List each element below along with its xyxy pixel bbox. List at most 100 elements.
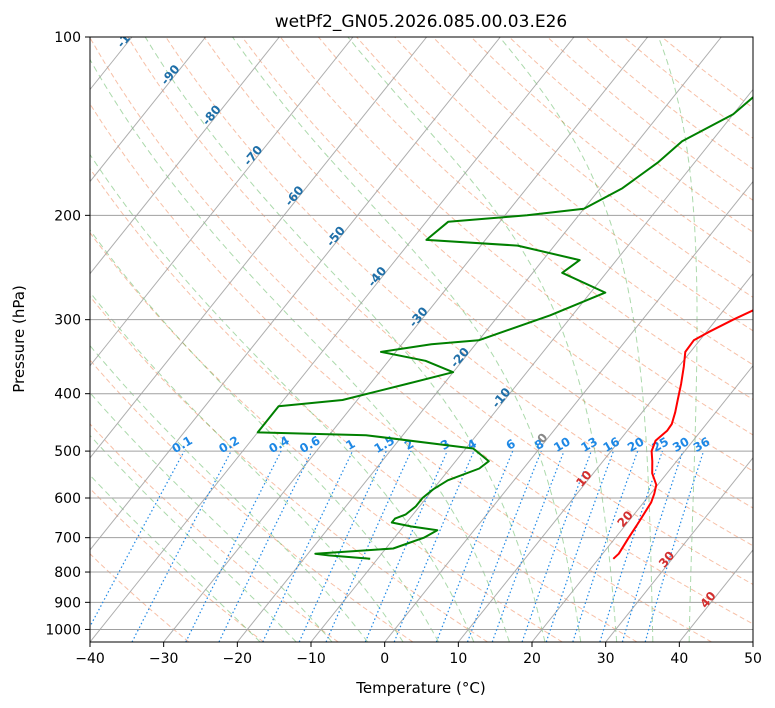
dry-adiabat-line — [90, 167, 638, 642]
mixing-ratio-label: 30 — [670, 434, 691, 454]
isotherm-label: -100 — [114, 18, 144, 50]
isotherm-line — [90, 37, 354, 367]
dry-adiabat-line — [470, 37, 753, 266]
y-tick-label: 700 — [54, 531, 81, 547]
y-tick-label: 1000 — [45, 622, 81, 638]
plot-frame — [89, 36, 754, 643]
mixing-ratio-label: 13 — [579, 434, 600, 454]
mixing-ratio-line — [325, 450, 412, 642]
dry-adiabat-line — [90, 103, 712, 642]
moist-adiabat-line — [90, 291, 404, 642]
isotherm-line — [90, 37, 501, 551]
isotherm-line — [163, 37, 649, 642]
moist-adiabat-line — [499, 37, 654, 642]
isotherm-line — [605, 457, 753, 642]
mixing-ratio-line — [545, 450, 614, 642]
dry-adiabat-line — [508, 37, 753, 233]
y-tick-label: 300 — [54, 313, 81, 329]
mixing-ratio-label: 36 — [691, 434, 712, 454]
dry-adiabat-line — [356, 37, 753, 366]
isotherm-line — [90, 37, 280, 275]
mixing-ratio-line — [435, 450, 514, 642]
x-tick-label: 30 — [597, 651, 615, 667]
y-tick-label: 100 — [54, 30, 81, 46]
mixing-ratio-line — [218, 450, 313, 642]
y-tick-label: 200 — [54, 208, 81, 224]
isotherm-label: -20 — [448, 345, 473, 371]
mixing-ratio-label: 20 — [625, 434, 646, 454]
dry-adiabat-line — [203, 37, 753, 509]
isotherm-label: -30 — [406, 304, 431, 330]
dry-adiabat-line — [394, 37, 753, 332]
isotherm-line — [90, 37, 575, 642]
isotherm-line — [531, 364, 753, 642]
mixing-ratio-line — [572, 450, 639, 642]
mixing-ratio-line — [185, 450, 282, 642]
y-tick-label: 600 — [54, 491, 81, 507]
moist-adiabat-line — [90, 153, 475, 642]
mixing-ratio-line — [599, 450, 663, 642]
y-tick-label: 400 — [54, 387, 81, 403]
y-axis-label: Pressure (hPa) — [10, 285, 28, 393]
temperature-profile — [612, 309, 753, 560]
isotherm-label: -80 — [199, 102, 224, 128]
x-tick-label: 20 — [523, 651, 541, 667]
mixing-ratio-line — [393, 450, 475, 642]
dewpoint-profile — [256, 95, 753, 560]
isotherm-label: 20 — [615, 508, 636, 530]
moist-adiabat-line — [90, 474, 261, 642]
moist-adiabat-line — [232, 37, 582, 642]
mixing-ratio-label: 6 — [504, 436, 518, 452]
x-tick-label: −20 — [223, 651, 253, 667]
dry-adiabat-line — [90, 37, 753, 625]
x-axis-label: Temperature (°C) — [355, 679, 485, 697]
mixing-ratio-label: 0.1 — [169, 433, 194, 456]
x-tick-label: 40 — [670, 651, 688, 667]
moist-adiabat-line — [144, 37, 546, 642]
dry-adiabat-line — [432, 37, 753, 298]
dry-adiabat-line — [241, 37, 753, 472]
mixing-ratio-line — [521, 450, 592, 642]
isotherm-line — [752, 641, 753, 642]
mixing-ratio-line — [262, 450, 354, 642]
x-axis: −40 −30 −20 −10 0 10 20 30 40 50 — [75, 642, 762, 667]
y-tick-label: 500 — [54, 444, 81, 460]
isotherm-label: 30 — [656, 549, 677, 571]
moist-adiabat-line — [90, 434, 297, 642]
x-tick-label: 10 — [449, 651, 467, 667]
mixing-ratio-line — [90, 450, 185, 628]
isotherm-label: -60 — [282, 183, 307, 209]
dry-adiabat-line — [90, 553, 190, 642]
mixing-ratio-line — [621, 450, 684, 642]
moist-adiabat-line — [90, 58, 510, 642]
x-tick-label: −10 — [296, 651, 326, 667]
mixing-ratio-label: 16 — [601, 434, 622, 454]
isotherm-label: -40 — [365, 264, 390, 290]
isotherm-line — [90, 37, 207, 183]
mixing-ratio-label: 10 — [551, 434, 572, 454]
chart-title: wetPf2_GN05.2026.085.00.03.E26 — [275, 12, 567, 32]
mixing-ratio-line — [466, 450, 542, 642]
isotherm-label: -90 — [158, 62, 183, 88]
x-tick-label: −30 — [149, 651, 179, 667]
moist-adiabat-line — [90, 229, 439, 642]
moist-adiabat-line — [658, 37, 698, 642]
dry-adiabat-line — [90, 423, 339, 642]
isotherm-line — [310, 88, 753, 642]
y-tick-label: 800 — [54, 565, 81, 581]
x-tick-label: 50 — [744, 651, 762, 667]
isotherm-line — [384, 180, 753, 642]
dry-adiabat-line — [90, 295, 488, 642]
dry-adiabat-line — [547, 37, 753, 201]
mixing-ratio-label: 0.6 — [297, 433, 322, 456]
isotherm-line — [457, 272, 753, 642]
dry-adiabat-line — [585, 37, 753, 170]
y-axis: 100 200 300 400 500 600 700 800 900 1000 — [45, 30, 90, 638]
isotherm-line — [90, 37, 428, 459]
isotherm-label: -50 — [323, 224, 348, 250]
isotherm-label: -70 — [241, 143, 266, 169]
x-tick-label: 0 — [380, 651, 389, 667]
mixing-ratio-line — [491, 450, 565, 642]
mixing-ratio-line — [644, 450, 705, 642]
